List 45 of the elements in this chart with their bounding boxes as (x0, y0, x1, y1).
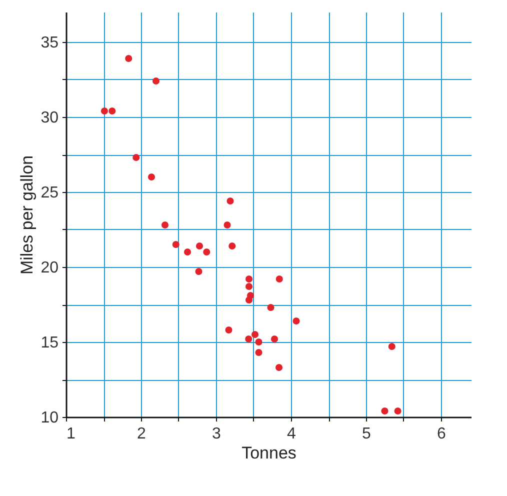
y-tick-label: 25 (40, 184, 59, 202)
point (267, 304, 274, 312)
y-tick-label: 30 (40, 110, 59, 126)
point (245, 282, 253, 290)
point (148, 173, 156, 181)
point (245, 275, 253, 283)
point (196, 242, 204, 250)
y-tick-label: 20 (40, 260, 59, 276)
point (172, 240, 180, 248)
y-tick-label: 35 (40, 34, 59, 52)
point (226, 197, 234, 205)
x-tick-label: 2 (137, 426, 146, 442)
y-tick-label: 10 (40, 410, 59, 426)
point (100, 107, 108, 115)
point (275, 364, 283, 372)
point (388, 342, 396, 350)
point (245, 335, 252, 343)
x-tick-label: 1 (66, 426, 76, 442)
point (152, 77, 160, 85)
y-tick-label: 15 (40, 334, 59, 352)
point (255, 348, 262, 356)
point (225, 326, 232, 334)
point (125, 54, 132, 62)
point (224, 221, 231, 229)
point (270, 335, 278, 343)
x-tick-label: 6 (437, 426, 446, 442)
point (184, 248, 192, 256)
point (245, 296, 253, 304)
point (132, 154, 140, 162)
x-tick-label: 5 (362, 426, 372, 442)
point (195, 268, 202, 276)
point (108, 107, 116, 115)
y-axis-title: Miles per gallon (18, 155, 37, 275)
x-tick-label: 4 (287, 426, 296, 442)
x-axis-title: Tonnes (242, 444, 296, 462)
point (276, 275, 283, 283)
x-tick-label: 3 (212, 426, 222, 442)
point (203, 248, 210, 256)
point (255, 338, 262, 346)
point (381, 407, 388, 415)
point (228, 242, 236, 250)
point (251, 330, 259, 338)
point (161, 221, 169, 229)
point (394, 407, 402, 415)
point (292, 317, 300, 325)
